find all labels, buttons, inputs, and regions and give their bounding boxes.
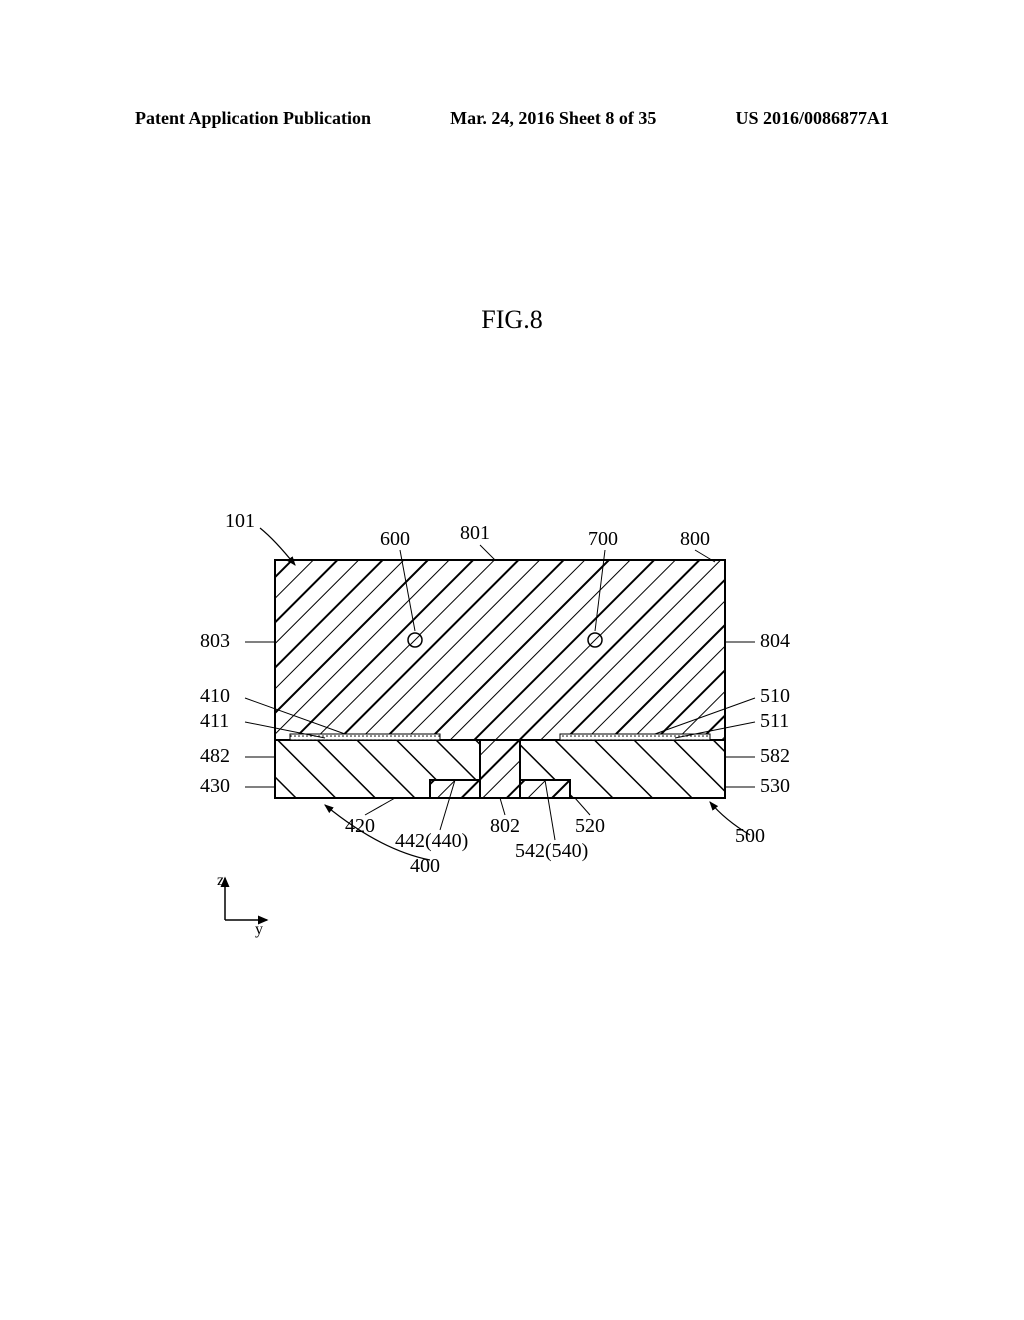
label-410: 410	[200, 685, 230, 708]
label-801: 801	[460, 522, 490, 545]
page-header: Patent Application Publication Mar. 24, …	[0, 108, 1024, 129]
label-520: 520	[575, 815, 605, 838]
label-420: 420	[345, 815, 375, 838]
label-430: 430	[200, 775, 230, 798]
label-582: 582	[760, 745, 790, 768]
label-411: 411	[200, 710, 229, 733]
label-482: 482	[200, 745, 230, 768]
figure-title: FIG.8	[0, 305, 1024, 335]
label-800: 800	[680, 528, 710, 551]
label-804: 804	[760, 630, 790, 653]
svg-text:z: z	[217, 872, 224, 889]
label-802: 802	[490, 815, 520, 838]
label-511: 511	[760, 710, 789, 733]
label-442: 442(440)	[395, 830, 468, 853]
label-700: 700	[588, 528, 618, 551]
svg-text:y: y	[255, 921, 263, 938]
label-400: 400	[410, 855, 440, 878]
header-left: Patent Application Publication	[135, 108, 371, 129]
label-600: 600	[380, 528, 410, 551]
label-803: 803	[200, 630, 230, 653]
label-542: 542(540)	[515, 840, 588, 863]
label-101: 101	[225, 510, 255, 533]
header-center: Mar. 24, 2016 Sheet 8 of 35	[450, 108, 656, 129]
figure-8: 101 600 801 700 800 803 410 411 482 430 …	[205, 510, 825, 920]
label-500: 500	[735, 825, 765, 848]
label-530: 530	[760, 775, 790, 798]
header-right: US 2016/0086877A1	[735, 108, 889, 129]
axis-indicator: z y	[210, 870, 280, 940]
label-510: 510	[760, 685, 790, 708]
